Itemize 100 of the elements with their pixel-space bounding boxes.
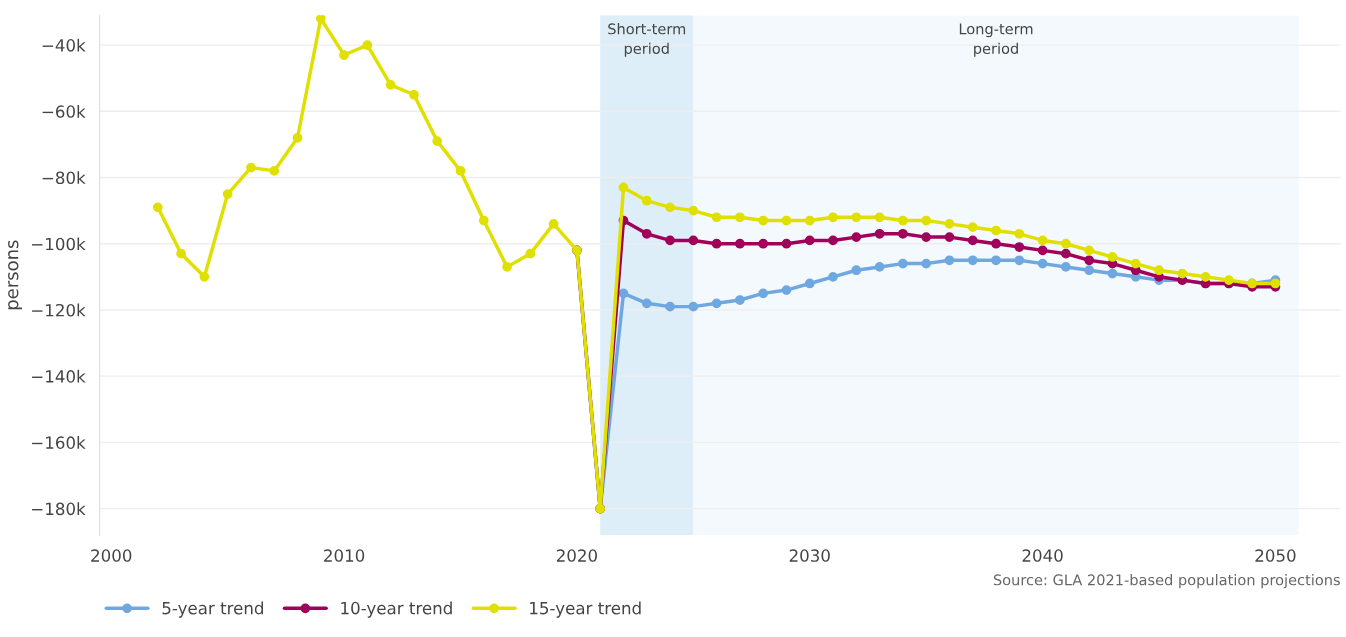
point: [828, 235, 838, 246]
point: [502, 262, 512, 272]
point: [921, 215, 932, 226]
point: [991, 255, 1001, 266]
y-tick-label: −140k: [32, 369, 86, 383]
point: [688, 235, 699, 246]
point: [618, 182, 629, 193]
point: [921, 232, 932, 242]
point: [688, 301, 699, 312]
x-tick-label: 2020: [556, 549, 598, 562]
point: [618, 288, 629, 299]
x-tick-label: 2010: [324, 549, 365, 562]
point: [781, 215, 792, 226]
band-label: Short-term period: [608, 23, 686, 57]
y-axis-title: persons: [8, 240, 22, 310]
point: [1014, 242, 1025, 252]
y-tick-label: −120k: [32, 303, 86, 317]
point: [1084, 255, 1095, 266]
point: [641, 298, 652, 309]
point: [641, 228, 652, 239]
point: [1130, 258, 1141, 269]
x-tick-label: 2050: [1255, 549, 1296, 562]
point: [967, 222, 978, 233]
point: [991, 238, 1001, 249]
point: [688, 205, 699, 216]
point: [991, 225, 1001, 236]
point: [1037, 245, 1048, 256]
y-tick-label: −60k: [42, 104, 86, 118]
point: [944, 255, 955, 266]
point: [921, 258, 932, 269]
point: [758, 215, 769, 226]
point: [1107, 268, 1118, 279]
point: [641, 195, 652, 206]
x-tick-label: 2000: [91, 549, 132, 562]
point: [152, 202, 163, 213]
point: [735, 295, 745, 305]
point: [315, 15, 326, 24]
point: [176, 248, 186, 259]
y-tick-label: −100k: [32, 237, 86, 251]
point: [851, 265, 862, 276]
point: [1037, 258, 1048, 269]
point: [851, 232, 862, 242]
point: [804, 215, 815, 226]
point: [967, 235, 978, 246]
point: [548, 219, 559, 229]
point: [199, 271, 210, 282]
x-tick-label: 2030: [789, 549, 830, 562]
point: [851, 212, 862, 223]
point: [1084, 265, 1095, 276]
source-note: Source: GLA 2021-based population projections: [993, 574, 1340, 589]
point: [1037, 235, 1048, 246]
point: [665, 235, 675, 246]
point: [898, 258, 908, 269]
y-tick-label: −180k: [32, 502, 86, 516]
point: [874, 212, 885, 223]
point: [362, 40, 373, 50]
point: [246, 162, 256, 173]
point: [432, 136, 443, 146]
point: [1200, 271, 1211, 282]
y-tick-label: −80k: [42, 171, 86, 185]
point: [944, 232, 955, 242]
y-tick-label: −40k: [42, 38, 86, 52]
point: [385, 79, 396, 90]
point: [828, 271, 838, 282]
point: [781, 285, 792, 295]
point: [874, 262, 885, 272]
point: [665, 301, 675, 312]
point: [1061, 248, 1071, 259]
point: [409, 89, 419, 100]
point: [944, 219, 955, 229]
legend-label: 5-year trend: [162, 601, 263, 618]
point: [339, 50, 349, 60]
point: [758, 288, 769, 299]
point: [735, 238, 745, 249]
point: [874, 228, 885, 239]
point: [898, 228, 908, 239]
point: [804, 235, 815, 246]
point: [1177, 268, 1188, 279]
point: [898, 215, 908, 226]
point: [1154, 265, 1164, 276]
band-label: Long-term period: [959, 23, 1033, 57]
point: [711, 212, 722, 223]
x-tick-label: 2040: [1022, 549, 1063, 562]
point: [1084, 245, 1095, 256]
point: [292, 132, 303, 143]
point: [758, 238, 769, 249]
point: [1014, 255, 1025, 266]
legend-label: 15-year trend: [530, 601, 641, 618]
point: [781, 238, 792, 249]
point: [711, 298, 722, 309]
point: [828, 212, 838, 223]
point: [525, 248, 536, 259]
point: [269, 166, 280, 176]
point: [222, 189, 233, 199]
point: [1061, 262, 1071, 272]
point: [735, 212, 745, 223]
point: [1107, 252, 1118, 262]
point: [1014, 228, 1025, 239]
point: [665, 202, 675, 213]
point: [455, 166, 466, 176]
